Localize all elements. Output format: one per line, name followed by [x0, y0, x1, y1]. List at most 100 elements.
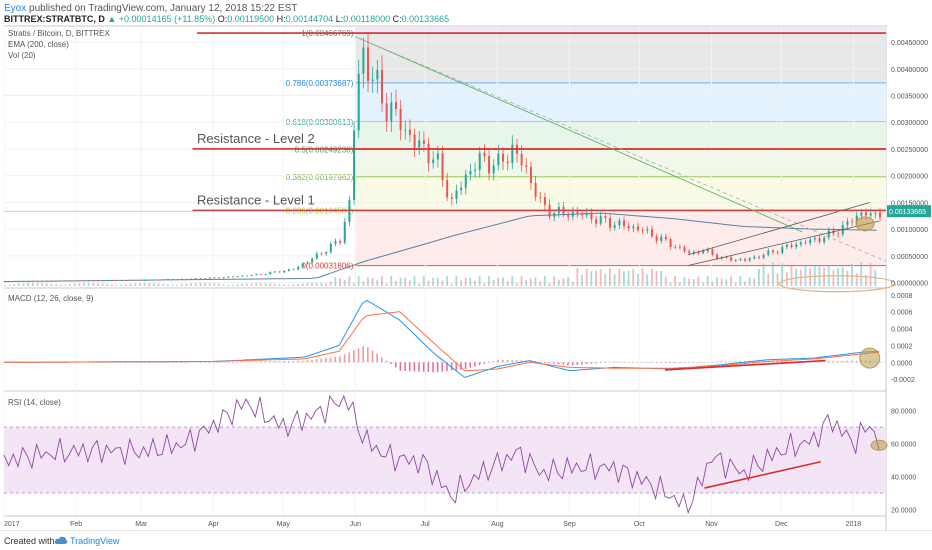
macd-histogram-bar: [381, 357, 383, 363]
macd-highlight-circle: [859, 347, 881, 369]
volume-bar: [236, 284, 239, 286]
candle-body: [59, 280, 62, 282]
volume-bar: [385, 283, 388, 286]
volume-bar: [860, 262, 863, 286]
volume-bar: [348, 276, 351, 286]
volume-bars: [4, 262, 877, 286]
candle-body: [553, 213, 556, 217]
macd-histogram-bar: [739, 361, 741, 363]
volume-bar: [678, 282, 681, 286]
fib-zone: [355, 149, 886, 177]
publisher-line: Eyox published on TradingView.com, Janua…: [4, 3, 297, 14]
drawings[interactable]: Resistance - Level 2 Resistance - Level 1: [192, 32, 896, 293]
candle-body: [627, 226, 630, 229]
volume-bar: [865, 275, 867, 286]
candle-body: [655, 236, 658, 241]
tradingview-brand[interactable]: TradingView: [70, 536, 120, 546]
candle-body: [855, 215, 858, 222]
volume-bar: [613, 274, 616, 286]
candle-body: [381, 69, 384, 104]
candle-body: [329, 243, 332, 253]
volume-bar: [688, 278, 690, 286]
volume-bar: [50, 283, 53, 286]
volume-bar: [758, 268, 760, 286]
candle-body: [730, 257, 733, 261]
price-highlight-circle: [855, 216, 875, 232]
macd-histogram-bar: [129, 362, 132, 363]
candle-body: [609, 218, 612, 228]
fib-level-label: 0.786(0.00373687): [286, 79, 354, 88]
volume-bar: [283, 284, 286, 286]
candle-body: [180, 278, 183, 280]
macd-histogram-bar: [101, 362, 104, 363]
fib-level-label: 0.382(0.00197962): [286, 173, 354, 182]
macd-histogram-bar: [343, 354, 346, 363]
volume-bar: [320, 283, 323, 286]
macd-histogram-bar: [446, 362, 448, 372]
fib-zone: [355, 27, 886, 34]
volume-bar: [171, 284, 174, 286]
volume-bar: [306, 283, 309, 286]
candle-body: [190, 278, 193, 280]
price-tick-label: 0.00350000: [891, 94, 928, 101]
macd-histogram-bar: [315, 359, 318, 363]
macd-histogram-bar: [143, 362, 146, 363]
open-value: 0.00119500: [227, 14, 275, 24]
candle-body: [767, 250, 770, 255]
volume-bar: [362, 281, 365, 286]
volume-bar: [232, 284, 234, 286]
candle-body: [292, 269, 295, 271]
macd-histogram-bar: [567, 362, 569, 366]
candle-body: [716, 254, 719, 259]
candle-body: [301, 263, 304, 267]
volume-bar: [190, 283, 192, 286]
volume-bar: [404, 277, 407, 286]
macd-histogram-bar: [716, 361, 718, 363]
macd-histogram-bar: [539, 361, 541, 363]
macd-histogram-bar: [292, 360, 295, 363]
macd-histogram-bar: [734, 361, 737, 363]
macd-histogram-bar: [325, 358, 327, 363]
volume-bar: [17, 283, 20, 286]
macd-histogram-bar: [702, 362, 704, 363]
time-tick-label: Feb: [70, 521, 82, 528]
volume-bar: [399, 277, 402, 286]
axes: 0.00450000 0.00400000 0.00350000 0.00300000…: [4, 40, 931, 528]
volume-bar: [641, 268, 644, 286]
volume-bar: [394, 280, 397, 286]
candle-body: [83, 280, 86, 282]
chart-canvas[interactable]: 1(0.00466769)0.786(0.00373687)0.618(0.00…: [0, 24, 932, 530]
volume-bar: [692, 279, 695, 286]
author-link[interactable]: Eyox: [4, 3, 27, 14]
ema-legend: EMA (200, close): [8, 40, 69, 49]
volume-bar: [27, 283, 30, 286]
time-tick-label: Aug: [491, 521, 504, 528]
candle-body: [483, 152, 486, 157]
fib-zone: [355, 33, 886, 83]
volume-bar: [329, 281, 332, 286]
candle-body: [241, 275, 244, 277]
volume-bar: [246, 283, 248, 286]
volume-bar: [115, 284, 118, 286]
candle-body: [176, 279, 179, 281]
macd-pane[interactable]: [3, 287, 887, 392]
candle-body: [441, 153, 444, 181]
candle-body: [506, 161, 509, 164]
volume-bar: [4, 285, 6, 286]
macd-histogram-bar: [297, 360, 299, 363]
macd-histogram-bar: [455, 362, 458, 371]
macd-histogram-bar: [404, 362, 406, 371]
candle-body: [678, 246, 681, 248]
ticker: BITTREX:STRATBTC, D: [4, 14, 105, 24]
macd-histogram-bar: [520, 360, 523, 363]
macd-histogram-bar: [115, 362, 118, 363]
macd-histogram-bar: [213, 362, 216, 363]
footer: Created with TradingView: [0, 530, 932, 550]
volume-bar: [213, 283, 216, 286]
last-price-label: 0.00133665: [889, 209, 926, 216]
macd-histogram-bar: [69, 362, 71, 363]
volume-bar: [534, 277, 537, 286]
created-with-text: Created with: [4, 536, 55, 546]
price-tick-label: 0.00300000: [891, 120, 928, 127]
volume-bar: [241, 283, 244, 286]
